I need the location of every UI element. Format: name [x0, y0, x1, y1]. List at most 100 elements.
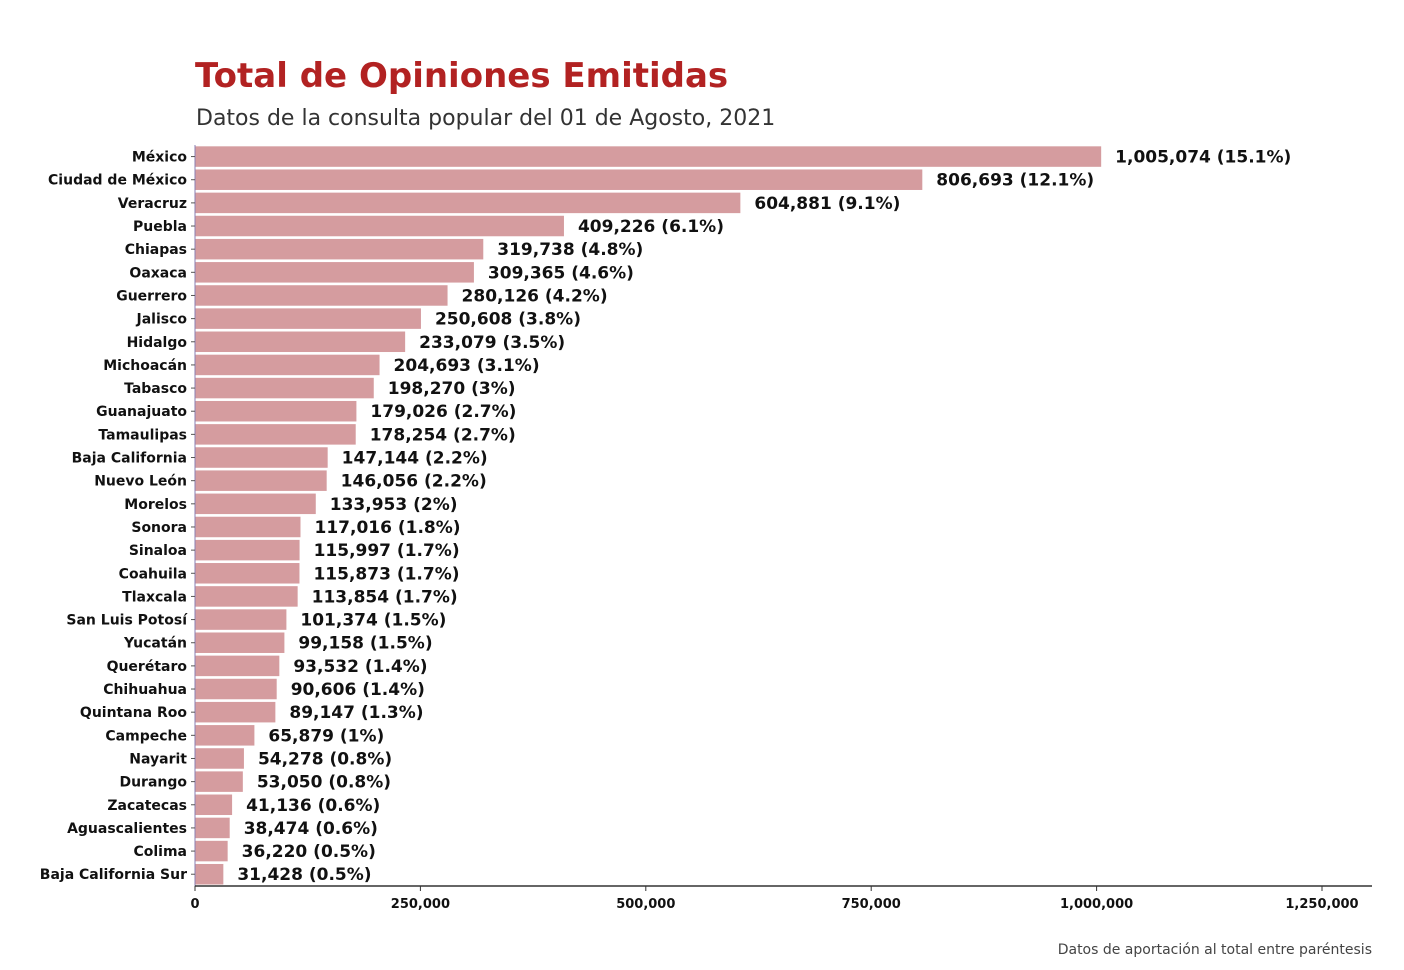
data-label: 198,270 (3%) [388, 379, 516, 399]
bar [195, 632, 285, 653]
bar [195, 863, 224, 885]
data-label: 38,474 (0.6%) [244, 819, 378, 839]
bar [195, 331, 406, 353]
x-tick-label: 1,000,000 [1060, 897, 1133, 912]
data-label: 309,365 (4.6%) [488, 263, 634, 283]
category-label: Nuevo León [94, 474, 187, 490]
x-tick-label: 1,250,000 [1285, 897, 1358, 912]
data-label: 41,136 (0.6%) [246, 796, 380, 816]
category-label: Puebla [133, 219, 187, 235]
data-label: 31,428 (0.5%) [237, 865, 371, 885]
data-label: 133,953 (2%) [330, 495, 458, 515]
category-label: Chihuahua [103, 682, 187, 698]
category-label: Durango [119, 775, 187, 791]
data-label: 65,879 (1%) [268, 726, 384, 746]
bar [195, 701, 276, 723]
category-label: Sonora [131, 520, 187, 536]
category-label: Yucatán [123, 636, 187, 652]
bar [195, 308, 421, 329]
category-label: San Luis Potosí [66, 613, 188, 629]
bar [195, 609, 287, 630]
bar [195, 678, 277, 700]
bar [195, 817, 230, 839]
data-label: 178,254 (2.7%) [370, 425, 516, 445]
bar [195, 493, 316, 515]
category-label: Guerrero [116, 288, 187, 304]
category-label: Tamaulipas [98, 427, 187, 443]
category-label: Campeche [105, 728, 187, 744]
x-tick-label: 250,000 [391, 897, 450, 912]
category-label: Baja California Sur [40, 867, 187, 883]
x-tick-label: 750,000 [842, 897, 901, 912]
bar [195, 539, 300, 561]
bar [195, 238, 484, 260]
data-label: 117,016 (1.8%) [315, 518, 461, 538]
category-label: Morelos [124, 497, 187, 513]
data-label: 280,126 (4.2%) [462, 286, 608, 306]
bar [195, 586, 298, 607]
category-label: Colima [133, 844, 187, 860]
bars-layer: 1,005,074 (15.1%) 806,693 (12.1%) 604,881 … [195, 146, 1291, 885]
bar [195, 377, 374, 399]
category-label: Aguascalientes [67, 821, 187, 837]
data-label: 604,881 (9.1%) [754, 194, 900, 214]
bar [195, 771, 243, 792]
data-label: 319,738 (4.8%) [497, 240, 643, 260]
bar [195, 470, 327, 491]
bar [195, 192, 741, 214]
bar [195, 563, 300, 584]
category-label: Baja California [72, 451, 187, 467]
category-label: Veracruz [118, 196, 187, 212]
bar [195, 285, 448, 306]
chart-subtitle: Datos de la consulta popular del 01 de A… [196, 106, 776, 131]
chart-title: Total de Opiniones Emitidas [195, 56, 729, 96]
bar [195, 400, 357, 422]
category-label: Hidalgo [127, 335, 188, 351]
data-label: 89,147 (1.3%) [289, 703, 423, 723]
data-label: 93,532 (1.4%) [293, 657, 427, 677]
data-label: 115,873 (1.7%) [313, 564, 459, 584]
chart-caption: Datos de aportación al total entre parén… [1057, 942, 1372, 958]
data-label: 806,693 (12.1%) [936, 171, 1094, 191]
category-label: Michoacán [103, 358, 187, 374]
data-label: 250,608 (3.8%) [435, 310, 581, 330]
category-label: Coahuila [119, 566, 187, 582]
category-label: Chiapas [125, 242, 187, 258]
category-label: Zacatecas [107, 798, 187, 814]
data-label: 1,005,074 (15.1%) [1115, 148, 1291, 168]
category-label: Tlaxcala [122, 589, 187, 605]
bar [195, 447, 328, 468]
bar [195, 725, 255, 746]
data-label: 179,026 (2.7%) [370, 402, 516, 422]
category-label: Quintana Roo [80, 705, 187, 721]
x-axis: 0 250,000 500,000 750,000 1,000,000 1,250,000 [190, 885, 1372, 912]
category-label: Sinaloa [129, 543, 187, 559]
data-label: 36,220 (0.5%) [242, 842, 376, 862]
data-label: 113,854 (1.7%) [312, 587, 458, 607]
data-label: 115,997 (1.7%) [314, 541, 460, 561]
bar [195, 146, 1102, 167]
data-label: 101,374 (1.5%) [300, 611, 446, 631]
category-label: Ciudad de México [48, 173, 187, 189]
category-label: Tabasco [124, 381, 187, 397]
category-label: Guanajuato [96, 404, 187, 420]
data-label: 53,050 (0.8%) [257, 773, 391, 793]
x-tick-label: 0 [190, 897, 199, 912]
data-label: 90,606 (1.4%) [291, 680, 425, 700]
bar [195, 424, 356, 445]
data-label: 99,158 (1.5%) [298, 634, 432, 654]
data-label: 54,278 (0.8%) [258, 749, 392, 769]
category-label: Querétaro [107, 659, 188, 675]
bar [195, 655, 280, 677]
y-axis: México Ciudad de México Veracruz Puebla Chia… [40, 145, 196, 886]
bar [195, 354, 380, 376]
data-label: 204,693 (3.1%) [394, 356, 540, 376]
data-label: 146,056 (2.2%) [341, 472, 487, 492]
bar [195, 840, 228, 862]
category-label: Oaxaca [129, 265, 187, 281]
category-label: Jalisco [135, 312, 187, 328]
category-label: Nayarit [129, 751, 187, 767]
category-label: México [132, 150, 188, 166]
data-label: 409,226 (6.1%) [578, 217, 724, 237]
